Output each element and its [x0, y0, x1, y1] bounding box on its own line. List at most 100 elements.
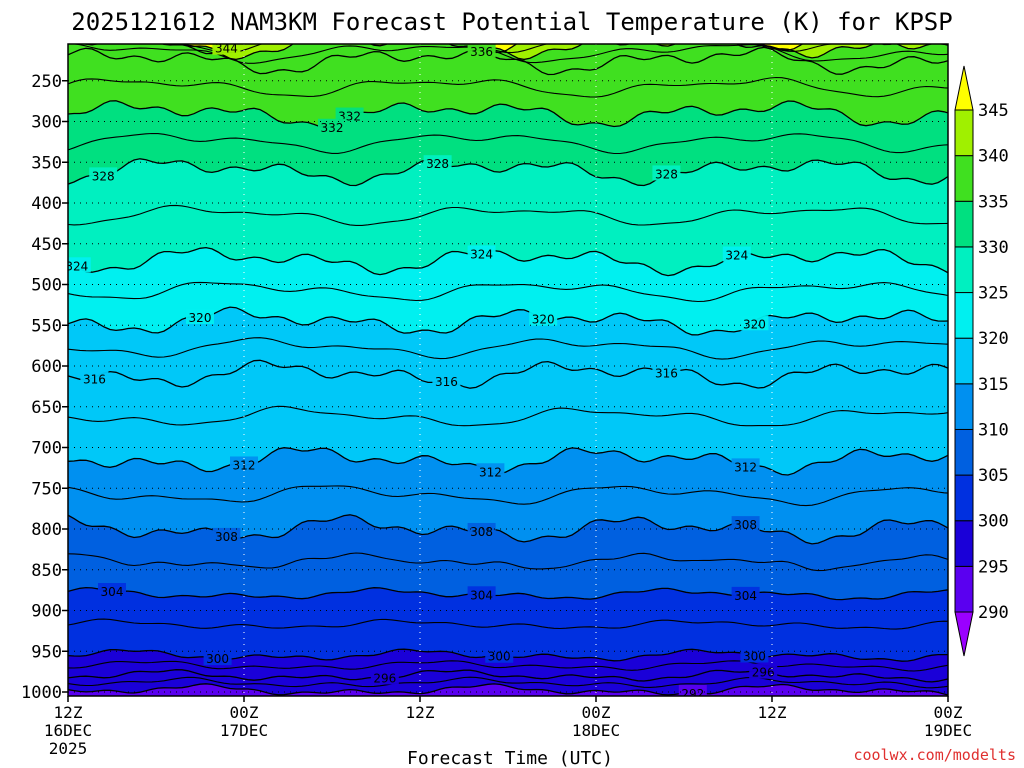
credit-text[interactable]: coolwx.com/modelts: [853, 746, 1016, 764]
contour-label: 308: [731, 516, 760, 532]
colorbar-segment: [954, 155, 974, 202]
contour-label: 312: [476, 463, 505, 479]
isentrope-line: [68, 359, 948, 389]
contour-label: 320: [740, 315, 769, 331]
contour-label-text: 316: [435, 375, 458, 389]
contour-label: 344: [212, 42, 241, 56]
theta-band: [68, 247, 948, 335]
isentrope-line: [68, 158, 948, 187]
y-tick-label: 950: [31, 642, 62, 662]
x-axis-label: Forecast Time (UTC): [407, 748, 613, 768]
colorbar: 290 295 300 305 310 315 320 325 330 335 340 345: [954, 65, 1009, 657]
contour-label: 300: [740, 647, 769, 663]
y-tick-label: 700: [31, 439, 62, 459]
contour-label-text: 344: [215, 42, 238, 56]
contour-label: 316: [432, 373, 461, 389]
colorbar-tick-label: 330: [978, 238, 1009, 258]
contour-label: 328: [652, 165, 681, 181]
colorbar-tick-label: 295: [978, 557, 1009, 577]
colorbar-segment: [954, 428, 974, 476]
y-tick-label: 600: [31, 357, 62, 377]
contour-label-text: 328: [92, 169, 115, 183]
colorbar-tick-label: 340: [978, 147, 1009, 167]
contour-label: 304: [731, 586, 760, 603]
plot-frame: [67, 43, 949, 697]
contour-label-text: 320: [189, 311, 212, 325]
contour-label: 300: [485, 647, 514, 664]
theta-band: [68, 307, 948, 389]
colorbar-tick-label: 310: [978, 420, 1009, 440]
colorbar-segment: [954, 292, 974, 339]
contour-label-text: 328: [426, 157, 449, 171]
contour-label-text: 336: [470, 45, 493, 59]
contour-label: 324: [65, 257, 91, 273]
contour-label: 316: [652, 364, 681, 381]
grid: [68, 44, 948, 696]
isentrope-line: [68, 485, 948, 507]
contour-label: 328: [423, 155, 452, 171]
contour-label: 292: [678, 684, 707, 701]
x-tick-label: 19DEC: [924, 721, 972, 740]
x-tick-label: 18DEC: [572, 721, 620, 740]
y-tick-label: 900: [31, 602, 62, 622]
x-tick-label: 00Z: [582, 703, 611, 722]
isentrope-line: [68, 405, 948, 427]
contour-label: 328: [89, 167, 118, 183]
x-tick-label: 17DEC: [220, 721, 268, 740]
contour-label-text: 304: [470, 588, 493, 602]
contour-label-text: 308: [470, 525, 493, 539]
contour-label-text: 332: [321, 121, 344, 135]
contour-label-text: 296: [373, 671, 396, 685]
isentrope-line: [68, 618, 948, 630]
isentrope-line: [68, 586, 948, 601]
contour-label: 312: [731, 458, 760, 474]
y-tick-label: 250: [31, 72, 62, 92]
contour-label-text: 308: [215, 530, 238, 544]
y-tick-label: 400: [31, 194, 62, 214]
contour-label-text: 324: [65, 259, 88, 273]
isentrope-line: [68, 337, 948, 360]
contour-label-text: 300: [488, 650, 511, 664]
contour-label-text: 324: [470, 247, 493, 261]
contour-label-text: 324: [725, 249, 748, 263]
y-tick-label: 550: [31, 316, 62, 336]
contour-label-text: 292: [681, 687, 704, 701]
isentrope-line: [68, 132, 948, 155]
chart-title: 2025121612 NAM3KM Forecast Potential Tem…: [71, 8, 952, 36]
colorbar-segment: [954, 474, 974, 522]
contour-label-text: 320: [743, 317, 766, 331]
y-tick-label: 350: [31, 153, 62, 173]
contour-label: 320: [529, 310, 558, 327]
x-tick-label: 2025: [49, 739, 88, 758]
contour-label-text: 312: [233, 458, 256, 472]
y-tick-label: 800: [31, 520, 62, 540]
theta-band: [68, 360, 948, 475]
contour-label-text: 300: [206, 652, 229, 666]
contour-label-text: 320: [532, 313, 555, 327]
y-tick-label: 650: [31, 398, 62, 418]
y-tick-label: 450: [31, 235, 62, 255]
contour-label: 300: [203, 650, 232, 666]
contour-label: 296: [749, 663, 778, 680]
contour-label-text: 312: [734, 460, 757, 474]
isentrope-line: [68, 100, 948, 129]
contour-label-text: 340: [338, 32, 361, 46]
colorbar-max-arrow: [954, 65, 974, 111]
isentrope-line: [68, 447, 948, 476]
colorbar-tick-label: 335: [978, 192, 1009, 212]
contour-label-text: 296: [752, 666, 775, 680]
theta-band: [68, 158, 948, 276]
contour-label-text: 308: [734, 518, 757, 532]
contour-label: 324: [722, 246, 751, 263]
y-tick-label: 750: [31, 479, 62, 499]
contour-label-text: 300: [743, 649, 766, 663]
colorbar-segment: [954, 109, 974, 157]
y-tick-label: 300: [31, 113, 62, 133]
colorbar-segment: [954, 565, 974, 613]
contour-label: 336: [467, 44, 496, 59]
isentrope-line: [68, 204, 948, 226]
contour-label-text: 312: [479, 465, 502, 479]
isentrope-line: [68, 669, 948, 683]
colorbar-tick-label: 305: [978, 466, 1009, 486]
y-tick-label: 1000: [21, 683, 62, 703]
